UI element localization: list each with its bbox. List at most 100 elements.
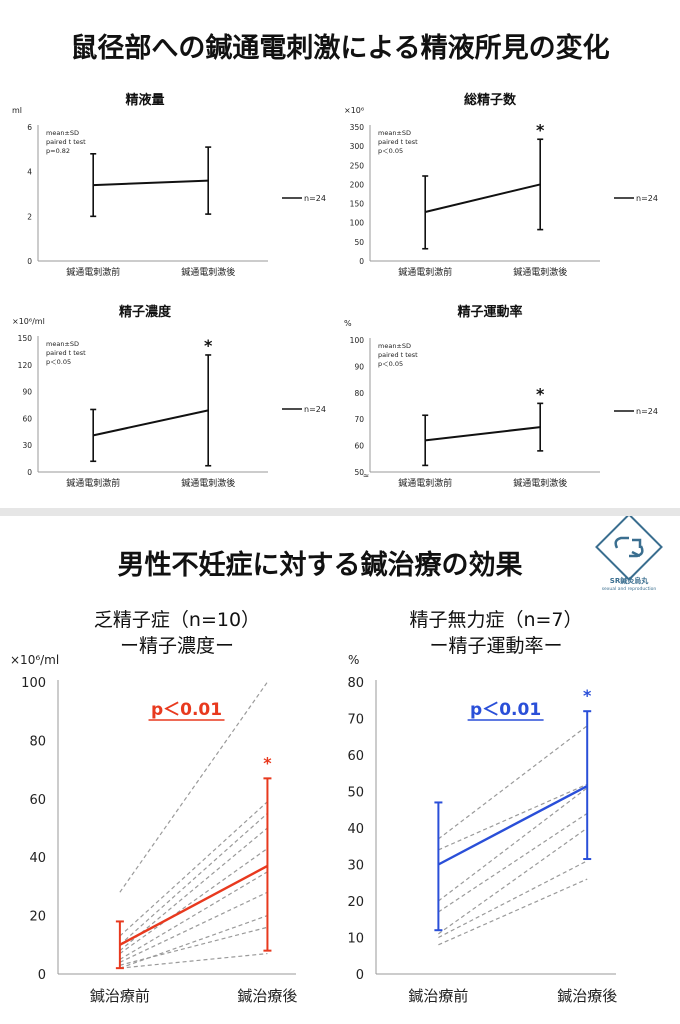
y-tick-label: 300 [350, 142, 365, 151]
logo-s-mark [614, 536, 644, 558]
y-tick-label: 80 [347, 676, 364, 691]
legend-label: n=24 [636, 194, 658, 203]
y-tick-label: 20 [347, 895, 364, 910]
bottom-panel: 男性不妊症に対する鍼治療の効果 SR鍼灸烏丸 sexual and reprod… [0, 516, 680, 1024]
x-tick-label: 鍼治療後 [557, 987, 617, 1005]
chart-title-total: 総精子数 [464, 92, 517, 108]
chart-title-conc: 精子濃度 [119, 304, 172, 320]
chart-title-line: 精子無力症（n=7） [409, 609, 582, 631]
x-tick-label: 鍼治療後 [237, 987, 297, 1005]
stats-note-line: paired t test [46, 138, 86, 146]
individual-line [119, 827, 268, 952]
y-unit-volume: ml [12, 106, 22, 115]
chart-title-motility: 精子運動率 [457, 304, 522, 320]
logo-name: SR鍼灸烏丸 [610, 576, 649, 585]
bottom-charts-figure: 男性不妊症に対する鍼治療の効果 SR鍼灸烏丸 sexual and reprod… [10, 516, 663, 1005]
stats-note-line: mean±SD [46, 129, 79, 137]
legend-label: n=24 [304, 405, 326, 414]
mean-line-oligo [119, 864, 269, 946]
individual-line [119, 952, 268, 969]
y-tick-label: 20 [29, 910, 46, 925]
y-tick-label: 100 [350, 219, 365, 228]
mean-line-astheno [437, 784, 588, 866]
x-tick-label: 鍼通電刺激後 [181, 266, 235, 278]
individual-line [119, 915, 268, 969]
y-tick-label: 40 [347, 822, 364, 837]
individual-line [119, 847, 268, 955]
stats-note-line: p＜0.05 [378, 360, 403, 368]
x-tick-label: 鍼通電刺激前 [66, 477, 120, 489]
y-tick-label: 150 [18, 334, 33, 343]
top-main-title: 鼠径部への鍼通電刺激による精液所見の変化 [70, 32, 609, 64]
top-panel: 鼠径部への鍼通電刺激による精液所見の変化 精液量 ml 0 2 4 6 鍼通電刺激前 鍼通電刺… [0, 0, 680, 508]
y-tick-label: 90 [354, 362, 364, 371]
significance-star: * [204, 336, 213, 355]
y-tick-label: 40 [29, 851, 46, 866]
stats-note-line: paired t test [46, 349, 86, 357]
y-tick-label: 10 [347, 932, 364, 947]
y-tick-label: 2 [27, 212, 32, 221]
mean-line-motility [425, 426, 541, 442]
x-tick-label: 鍼治療前 [408, 987, 468, 1005]
y-tick-label: 120 [18, 361, 33, 370]
mean-line-conc [92, 409, 209, 437]
y-unit-motility: % [344, 319, 352, 328]
individual-line [119, 681, 268, 893]
mean-line-volume [93, 179, 209, 187]
chart-oligo: 乏精子症（n=10） ー精子濃度ー ×10⁶/ml 0 20 40 60 80 100 鍼治療前 鍼… [10, 609, 297, 1005]
individual-line [119, 812, 268, 946]
individual-line [119, 871, 268, 960]
y-tick-label: 0 [359, 257, 364, 266]
legend-label: n=24 [636, 407, 658, 416]
x-tick-label: 鍼通電刺激前 [398, 266, 452, 278]
chart-title-line: 乏精子症（n=10） [94, 609, 260, 631]
stats-note-line: paired t test [378, 138, 418, 146]
clinic-logo: SR鍼灸烏丸 sexual and reproduction [595, 516, 663, 592]
x-tick-label: 鍼治療前 [90, 987, 150, 1005]
mean-line-total [424, 183, 541, 213]
logo-diamond [595, 516, 663, 581]
axis-break-mark: ≈ [363, 471, 369, 480]
y-tick-label: 30 [22, 441, 32, 450]
y-tick-label: 50 [354, 468, 364, 477]
y-tick-label: 70 [347, 713, 364, 728]
stats-note-line: mean±SD [46, 340, 79, 348]
chart-conc: 精子濃度 ×10⁶/ml 0 30 60 90 120 150 鍼通電刺激前 鍼通電刺激後 mean… [12, 304, 326, 489]
individual-line [438, 812, 588, 913]
individual-line [438, 783, 588, 851]
individual-line [119, 926, 268, 966]
stats-note-line: mean±SD [378, 129, 411, 137]
y-tick-label: 4 [27, 168, 32, 177]
y-tick-label: 250 [350, 161, 365, 170]
chart-title-line: ー精子濃度ー [120, 635, 234, 657]
chart-astheno: 精子無力症（n=7） ー精子運動率ー% 0 10 20 30 40 50 60 70 80 鍼治療前 鍼… [347, 609, 617, 1005]
significance-star: * [263, 753, 272, 772]
y-tick-label: 350 [350, 123, 365, 132]
y-tick-label: 50 [354, 238, 364, 247]
y-tick-label: 80 [29, 734, 46, 749]
y-unit-total: ×10⁶ [344, 106, 364, 115]
individual-line [438, 725, 588, 840]
chart-title-volume: 精液量 [125, 92, 164, 108]
y-unit-conc: ×10⁶/ml [12, 317, 45, 326]
significance-star: * [583, 686, 592, 705]
y-tick-label: 100 [21, 676, 46, 691]
stats-note-line: paired t test [378, 351, 418, 359]
individual-line [438, 860, 588, 939]
stats-note-line: mean±SD [378, 342, 411, 350]
y-tick-label: 0 [38, 968, 46, 983]
individual-line [119, 891, 268, 963]
individual-line [438, 878, 588, 946]
y-tick-label: 60 [22, 414, 32, 423]
x-tick-label: 鍼通電刺激前 [398, 477, 452, 489]
x-tick-label: 鍼通電刺激前 [66, 266, 120, 278]
y-tick-label: 150 [350, 200, 365, 209]
y-tick-label: 0 [27, 468, 32, 477]
y-tick-label: 70 [354, 415, 364, 424]
stats-note-line: p=0.82 [46, 147, 70, 155]
stats-note-line: p＜0.05 [46, 358, 71, 366]
y-tick-label: 200 [350, 180, 365, 189]
